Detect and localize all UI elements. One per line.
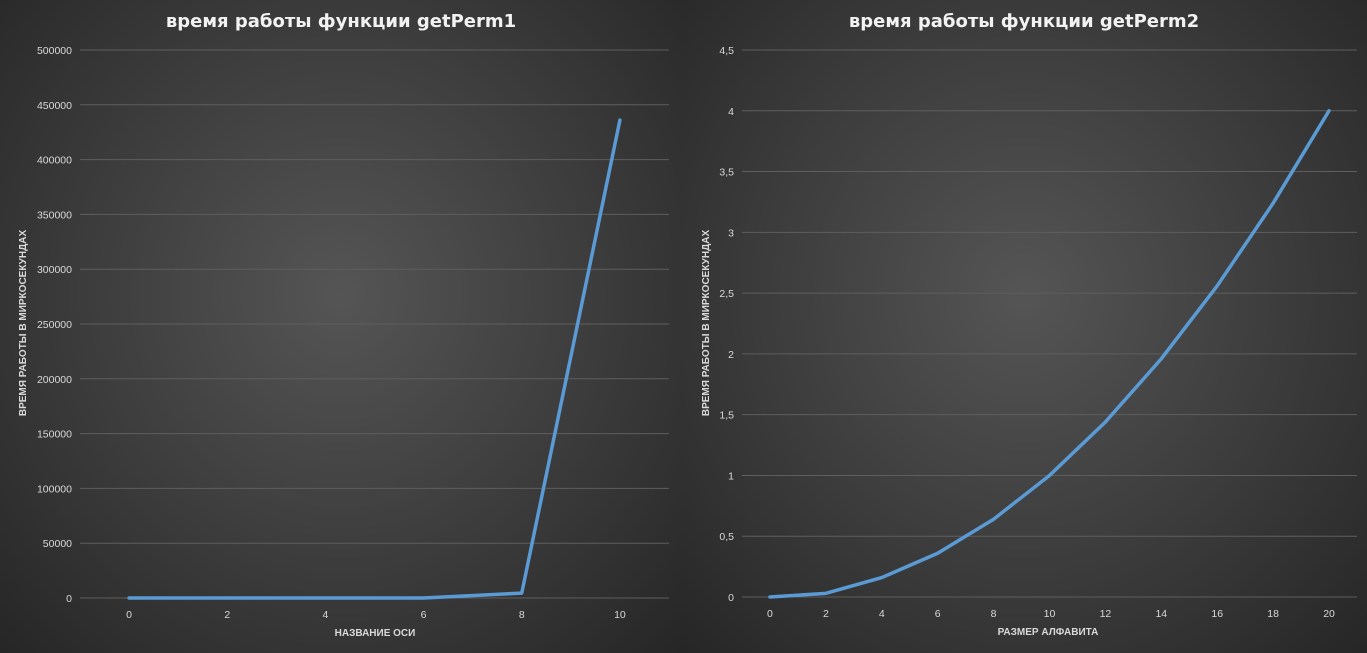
chart-getperm1: время работы функции getPerm1 НАЗВАНИЕ О…	[18, 11, 669, 639]
x-tick-label: 2	[224, 609, 230, 621]
chart-panel-getperm2: время работы функции getPerm2 РАЗМЕР АЛФ…	[682, 0, 1367, 653]
chart-title: время работы функции getPerm1	[166, 11, 516, 32]
chart-getperm2: время работы функции getPerm2 РАЗМЕР АЛФ…	[701, 11, 1357, 638]
y-axis-label: ВРЕМЯ РАБОТЫ В МИРКОСЕКУНДАХ	[18, 230, 29, 417]
y-axis-label: ВРЕМЯ РАБОТЫ В МИРКОСЕКУНДАХ	[701, 230, 712, 417]
y-tick-label: 300000	[37, 264, 72, 276]
y-tick-label: 100000	[37, 483, 72, 495]
x-tick-label: 18	[1267, 608, 1279, 620]
chart-panel-getperm1: время работы функции getPerm1 НАЗВАНИЕ О…	[0, 0, 682, 653]
x-axis-label: НАЗВАНИЕ ОСИ	[335, 628, 416, 639]
x-tick-label: 2	[823, 608, 829, 620]
y-tick-label: 1,5	[719, 410, 734, 422]
y-tick-label: 350000	[37, 209, 72, 221]
y-tick-label: 3	[728, 227, 734, 239]
x-tick-label: 0	[767, 608, 773, 620]
x-tick-label: 14	[1155, 608, 1167, 620]
series-line	[127, 118, 622, 600]
x-tick-label: 6	[935, 608, 941, 620]
x-tick-label: 20	[1323, 608, 1335, 620]
x-tick-label: 8	[991, 608, 997, 620]
y-tick-label: 500000	[37, 45, 72, 57]
plot-area: 0 0,5 1 1,5 2 2,5 3 3,5 4 4,5 0 2 4 6 8 10 12 14 16 18 20	[719, 45, 1357, 620]
y-tick-label: 150000	[37, 429, 72, 441]
y-tick-label: 1	[728, 470, 734, 482]
y-tick-label: 4	[728, 106, 734, 118]
y-tick-label: 400000	[37, 155, 72, 167]
chart-title: время работы функции getPerm2	[849, 11, 1199, 32]
x-tick-label: 12	[1100, 608, 1112, 620]
x-tick-label: 0	[126, 609, 132, 621]
x-tick-label: 4	[879, 608, 885, 620]
y-tick-label: 2,5	[719, 288, 734, 300]
y-tick-label: 0	[728, 592, 734, 604]
x-tick-label: 8	[519, 609, 525, 621]
x-tick-label: 4	[322, 609, 328, 621]
x-axis-label: РАЗМЕР АЛФАВИТА	[998, 627, 1099, 638]
y-tick-label: 450000	[37, 100, 72, 112]
plot-area: 0 50000 100000 150000 200000 250000 300000 3500…	[37, 45, 669, 621]
y-tick-label: 50000	[43, 538, 72, 550]
y-tick-label: 4,5	[719, 45, 734, 57]
x-tick-label: 16	[1211, 608, 1223, 620]
y-tick-label: 200000	[37, 374, 72, 386]
x-tick-label: 10	[1044, 608, 1056, 620]
x-tick-label: 10	[614, 609, 626, 621]
y-tick-label: 250000	[37, 319, 72, 331]
y-tick-label: 0	[66, 593, 72, 605]
y-tick-label: 2	[728, 349, 734, 361]
x-tick-label: 6	[421, 609, 427, 621]
y-tick-label: 0,5	[719, 531, 734, 543]
y-tick-label: 3,5	[719, 167, 734, 179]
